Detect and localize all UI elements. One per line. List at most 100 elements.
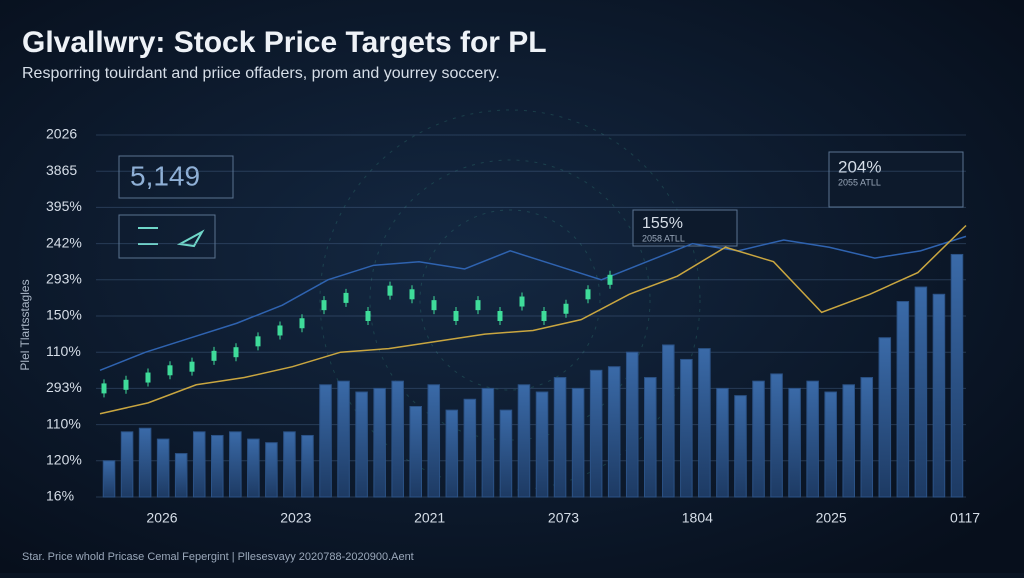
- candle: [387, 285, 393, 296]
- candle: [497, 311, 503, 321]
- bar: [229, 431, 242, 498]
- callout-sub: 2055 ATLL: [838, 177, 881, 187]
- bar: [698, 348, 711, 498]
- candle: [189, 361, 195, 372]
- bar: [463, 398, 477, 498]
- y-tick-label: 293%: [46, 379, 82, 395]
- bar: [120, 431, 134, 498]
- candle: [145, 372, 151, 383]
- bar: [788, 387, 801, 498]
- y-tick-label: 293%: [46, 271, 82, 287]
- bar: [553, 377, 567, 498]
- bar: [914, 286, 928, 498]
- bar: [102, 460, 116, 498]
- bar: [283, 431, 296, 498]
- callout-value: 204%: [838, 157, 881, 176]
- line: [99, 235, 967, 371]
- bar: [680, 358, 693, 498]
- callout-box: [632, 209, 738, 247]
- bar: [138, 427, 152, 498]
- bar: [806, 380, 819, 498]
- bar: [409, 406, 423, 498]
- candle: [277, 325, 283, 336]
- bar: [842, 384, 856, 498]
- bar: [156, 438, 170, 498]
- candle: [519, 296, 525, 307]
- bar: [192, 431, 206, 498]
- y-tick-label: 2026: [46, 126, 77, 142]
- x-tick-label: 2025: [816, 510, 847, 526]
- bar: [210, 434, 224, 498]
- bar: [355, 391, 368, 498]
- bar: [860, 377, 874, 498]
- y-axis-label: Plel Tlartsstagles: [18, 279, 32, 370]
- candle: [563, 303, 569, 314]
- candle: [409, 289, 415, 300]
- bar: [932, 293, 946, 498]
- candle: [321, 300, 327, 311]
- bar: [337, 380, 350, 498]
- candle: [233, 347, 239, 358]
- bar: [878, 337, 892, 498]
- bar: [770, 373, 783, 498]
- bar: [427, 384, 441, 498]
- y-tick-label: 150%: [46, 307, 82, 323]
- icon: [138, 227, 205, 248]
- x-tick-label: 2021: [414, 510, 445, 526]
- callout-box: [828, 151, 964, 208]
- candle: [541, 311, 547, 321]
- y-tick-label: 110%: [46, 415, 81, 431]
- bar: [589, 369, 603, 498]
- bar: [535, 391, 549, 498]
- y-tick-label: 395%: [46, 198, 82, 214]
- bar: [247, 438, 260, 498]
- bar: [716, 387, 729, 498]
- candle: [475, 300, 481, 311]
- y-tick-label: 16%: [46, 488, 74, 504]
- bar: [571, 387, 585, 498]
- chart-title: Glvallwry: Stock Price Targets for PL: [22, 26, 547, 59]
- x-tick-label: 2073: [548, 510, 579, 526]
- y-tick-label: 120%: [46, 452, 82, 468]
- candle: [607, 274, 613, 285]
- bar: [662, 344, 675, 498]
- plot: 2026 3865 395% 242% 293% 150% 110% 293% 110% 120%…: [46, 126, 980, 526]
- icon-box: [118, 214, 216, 259]
- bar: [174, 453, 188, 498]
- kpi-box: [118, 155, 234, 199]
- bar: [319, 384, 332, 498]
- line: [99, 224, 967, 415]
- candle: [343, 292, 349, 303]
- x-tick-label: 2026: [146, 510, 177, 526]
- candle: [101, 383, 107, 394]
- bar: [752, 380, 765, 498]
- bar: [301, 434, 314, 498]
- candle: [365, 311, 371, 321]
- candle: [453, 311, 459, 321]
- bar: [950, 253, 964, 498]
- candle: [123, 379, 129, 390]
- chart-subtitle: Resporring touirdant and priice offaders…: [22, 65, 500, 82]
- bar: [824, 391, 837, 498]
- bar: [625, 351, 639, 498]
- bar: [734, 395, 747, 498]
- x-tick-label: 2023: [280, 510, 311, 526]
- x-tick-label: 1804: [682, 510, 713, 526]
- callout-sub: 2058 ATLL: [642, 233, 685, 243]
- bar: [643, 377, 657, 498]
- candle: [211, 350, 217, 361]
- bar: [265, 442, 278, 498]
- x-tick-label: 0117: [950, 510, 980, 526]
- bar: [607, 366, 621, 498]
- bar: [373, 387, 386, 498]
- bar: [445, 409, 459, 498]
- bar: [499, 409, 513, 498]
- kpi-value: 5,149: [130, 160, 200, 191]
- y-tick-label: 242%: [46, 234, 82, 250]
- candle: [585, 289, 591, 300]
- bar: [896, 301, 910, 498]
- candle: [431, 300, 437, 311]
- candle: [167, 365, 173, 376]
- y-tick-label: 110%: [46, 343, 81, 359]
